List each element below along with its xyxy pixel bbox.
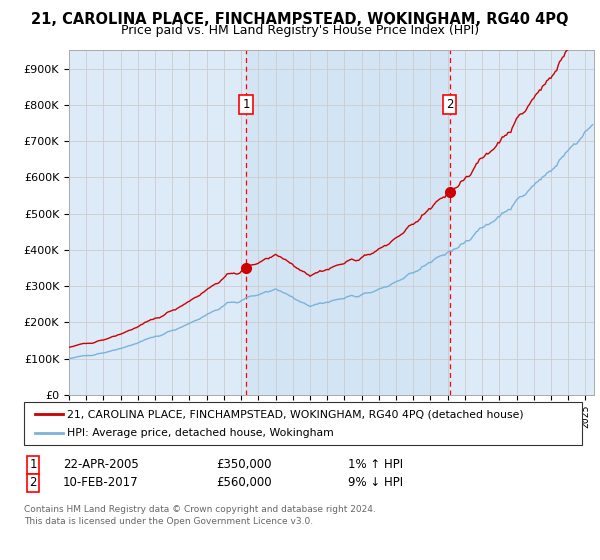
Text: 10-FEB-2017: 10-FEB-2017 — [63, 476, 139, 489]
Text: 1% ↑ HPI: 1% ↑ HPI — [348, 458, 403, 472]
Text: 1: 1 — [242, 98, 250, 111]
Text: £350,000: £350,000 — [216, 458, 271, 472]
Text: Contains HM Land Registry data © Crown copyright and database right 2024.
This d: Contains HM Land Registry data © Crown c… — [24, 505, 376, 526]
Bar — [246, 50, 450, 395]
Text: 2: 2 — [29, 476, 37, 489]
Text: 21, CAROLINA PLACE, FINCHAMPSTEAD, WOKINGHAM, RG40 4PQ (detached house): 21, CAROLINA PLACE, FINCHAMPSTEAD, WOKIN… — [67, 409, 524, 419]
Text: Price paid vs. HM Land Registry's House Price Index (HPI): Price paid vs. HM Land Registry's House … — [121, 24, 479, 36]
Text: £560,000: £560,000 — [216, 476, 272, 489]
Text: 21, CAROLINA PLACE, FINCHAMPSTEAD, WOKINGHAM, RG40 4PQ: 21, CAROLINA PLACE, FINCHAMPSTEAD, WOKIN… — [31, 12, 569, 27]
Text: 1: 1 — [29, 458, 37, 472]
Text: 22-APR-2005: 22-APR-2005 — [63, 458, 139, 472]
Text: 9% ↓ HPI: 9% ↓ HPI — [348, 476, 403, 489]
Text: HPI: Average price, detached house, Wokingham: HPI: Average price, detached house, Woki… — [67, 428, 334, 438]
Text: 2: 2 — [446, 98, 454, 111]
